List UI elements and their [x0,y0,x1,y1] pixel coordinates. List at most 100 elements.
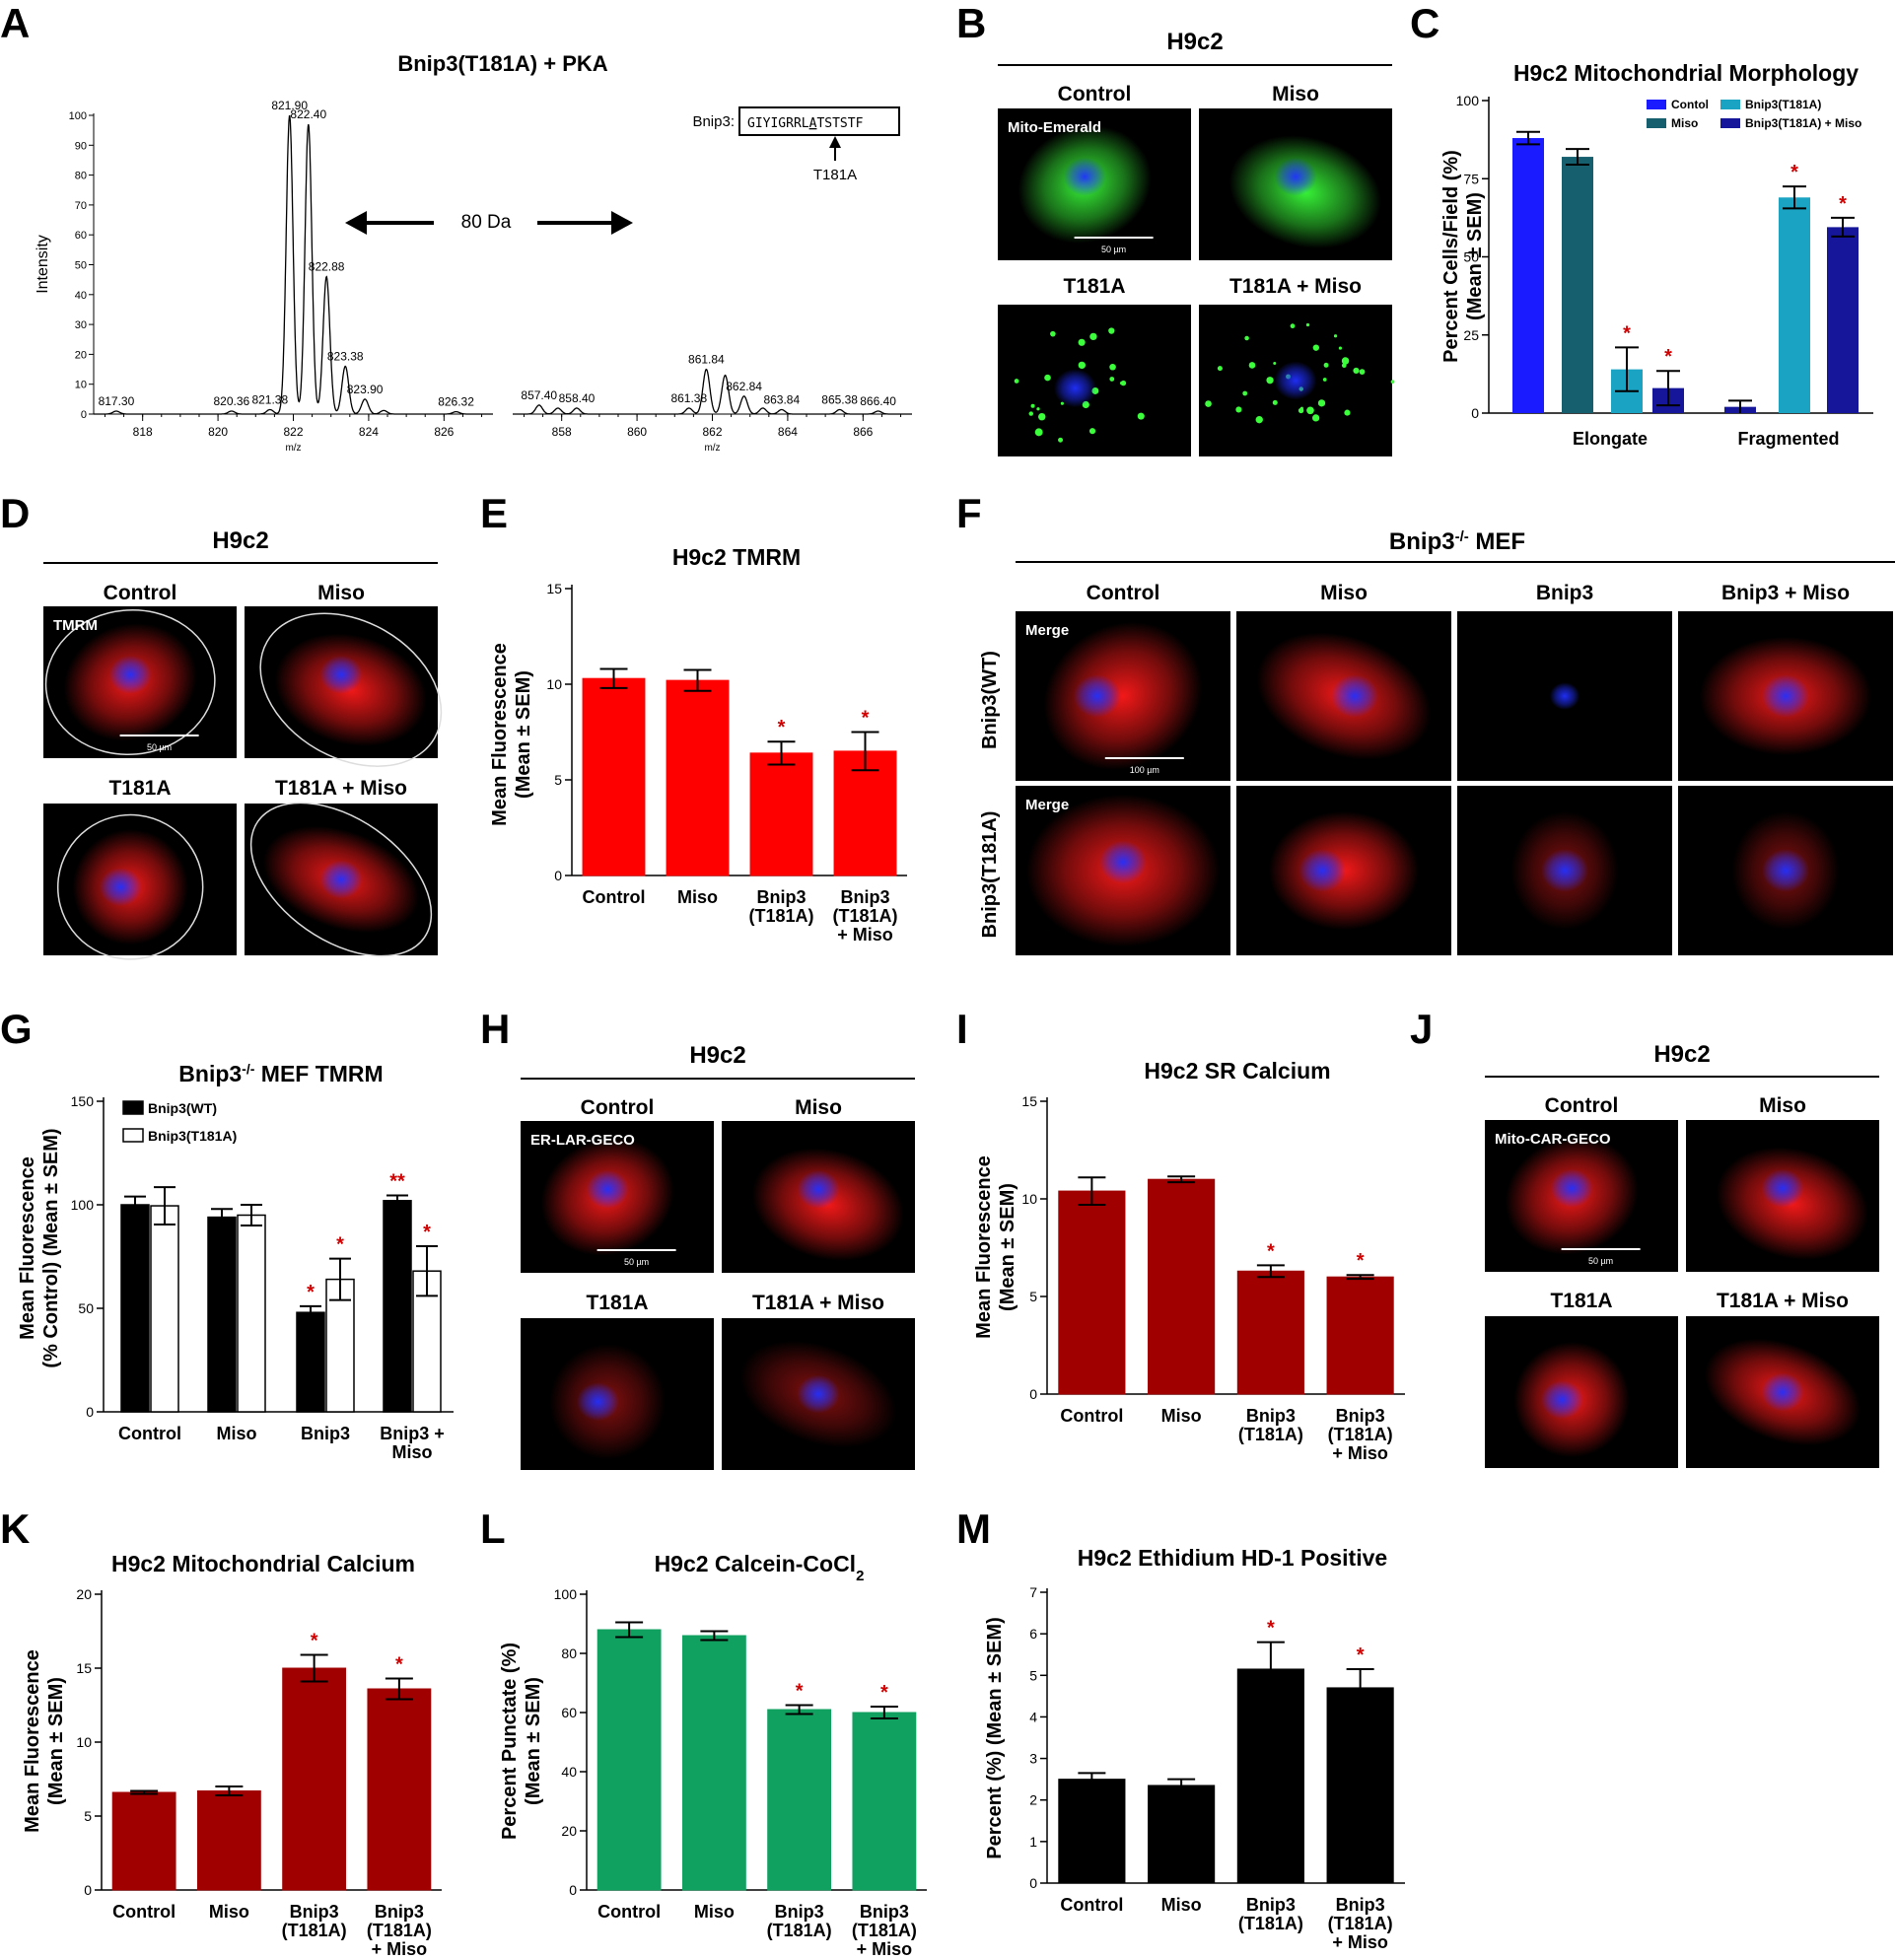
panel-l-bar [681,1635,746,1891]
panel-c-legend-swatch [1720,118,1740,128]
panel-c-y-tick-label: 25 [1463,327,1479,343]
panel-e-bar [749,752,813,876]
panel-g-bar [325,1278,355,1413]
panel-k-category-label: + Miso [372,1939,428,1959]
panel-b-col-label: Miso [1272,83,1319,105]
panel-k-bar [196,1790,261,1891]
panel-i-sig-marker: * [1357,1250,1365,1272]
nucleus [797,1374,840,1414]
panel-l-bar [852,1712,917,1891]
panel-letter-h: H [480,1006,510,1052]
panel-l-category-label: Miso [694,1902,735,1922]
panel-g-y-tick-label: 50 [78,1300,94,1316]
panel-a-peak-label: 823.90 [347,383,384,396]
panel-f-col-label: Bnip3 [1536,582,1593,604]
panel-k-y-tick-label: 20 [76,1586,92,1602]
panel-k-bar [111,1791,176,1891]
panel-a-seq-label: Bnip3: [692,113,735,130]
puncta [1058,437,1064,443]
nucleus [1274,361,1317,400]
panel-c-y-tick-label: 0 [1471,405,1479,421]
nucleus [1550,1168,1593,1208]
puncta [1014,379,1019,384]
nucleus [1762,674,1809,718]
nucleus [1073,674,1121,718]
puncta [1359,369,1366,376]
panel-l-y-tick-label: 0 [569,1882,577,1898]
panel-a-y-tick-label: 80 [75,171,87,182]
panel-l-y-tick-label: 60 [561,1705,577,1720]
panel-d-micrograph [43,606,237,758]
panel-b-row2-label: T181A + Miso [1229,275,1362,298]
panel-e-category-label: Miso [677,887,718,907]
panel-i-category-label: Miso [1161,1406,1202,1426]
panel-e-y-tick-label: 15 [546,581,562,596]
puncta [1390,380,1395,385]
panel-l-y-tick-label: 80 [561,1645,577,1661]
panel-e-category-label: Bnip3 [840,887,889,907]
panel-a-x-label: m/z [285,443,301,454]
panel-j-col-label: Miso [1759,1094,1806,1117]
puncta [1306,406,1314,415]
panel-g-title: Bnip3-/- MEF TMRM [178,1061,383,1086]
panel-d-header: H9c2 [212,527,268,554]
panel-m-title: H9c2 Ethidium HD-1 Positive [1078,1545,1387,1571]
panel-m-y-label: Percent (%) (Mean ± SEM) [984,1617,1006,1858]
panel-l-category-label: Bnip3 [775,1902,824,1922]
panel-f-micrograph [1678,786,1893,955]
panel-c-legend-label: Bnip3(T181A) + Miso [1745,116,1861,130]
panel-m-bar [1148,1785,1216,1884]
panel-m-bar [1326,1687,1394,1884]
panel-a-peak-label: 858.40 [559,391,596,405]
panel-a-seq-box [738,106,900,136]
panel-i-sig-marker: * [1267,1240,1275,1262]
panel-letter-i: I [956,1006,968,1052]
panel-e-category-label: (T181A) [748,906,813,926]
panel-i-y-label: (Mean ± SEM) [997,1183,1018,1311]
panel-a-arrowhead-left [345,211,367,235]
stain-label: Mito-Emerald [1008,119,1101,136]
panel-f-micrograph [1016,786,1230,955]
panel-i-y-tick-label: 10 [1021,1191,1037,1207]
stain-label: Merge [1025,622,1069,639]
cell-outline [259,612,443,767]
panel-i-category-label: + Miso [1332,1443,1388,1463]
panel-e-bar [582,677,646,876]
panel-a-x-label: m/z [704,443,720,454]
panel-i-y-label: Mean Fluorescence [973,1155,995,1339]
panel-m-y-tick-label: 1 [1029,1834,1037,1850]
panel-g-y-tick-label: 0 [86,1404,94,1420]
panel-f-micrograph [1236,786,1451,955]
panel-letter-m: M [956,1505,991,1552]
panel-k-y-label: (Mean ± SEM) [45,1677,67,1805]
panel-e-title: H9c2 TMRM [672,544,801,570]
panel-m-category-label: + Miso [1332,1932,1388,1952]
panel-l-y-label: Percent Punctate (%) [499,1643,521,1840]
panel-a-y-tick-label: 20 [75,349,87,361]
puncta [1341,357,1350,365]
nucleus [99,868,142,907]
panel-a-peak-label: 822.40 [290,107,326,121]
panel-m-category-label: Miso [1161,1895,1202,1915]
panel-j-micrograph [1686,1120,1879,1272]
panel-d-micrograph [43,804,237,960]
panel-i-category-label: Bnip3 [1336,1406,1385,1426]
panel-f-row-label: Bnip3(WT) [979,651,1001,749]
cell-outline [44,608,216,756]
panel-g-bar [237,1214,266,1413]
panel-e-sig-marker: * [862,708,870,730]
panel-l-y-label: (Mean ± SEM) [523,1677,544,1805]
panel-c-bar [1512,138,1544,414]
nucleus [576,1382,619,1422]
puncta [1353,367,1360,375]
panel-b-micrograph [998,305,1191,456]
panel-f-micrograph [1236,611,1451,781]
panel-c-legend-swatch [1647,118,1666,128]
panel-c-bar [1779,197,1810,413]
panel-a-peak-label: 857.40 [521,388,557,402]
puncta [1137,412,1145,420]
panel-a-peak-label: 862.84 [726,380,762,393]
panel-a-x-tick-label: 864 [778,425,798,439]
panel-g-category-label: Control [118,1424,181,1443]
panel-f-micrograph [1457,611,1672,781]
